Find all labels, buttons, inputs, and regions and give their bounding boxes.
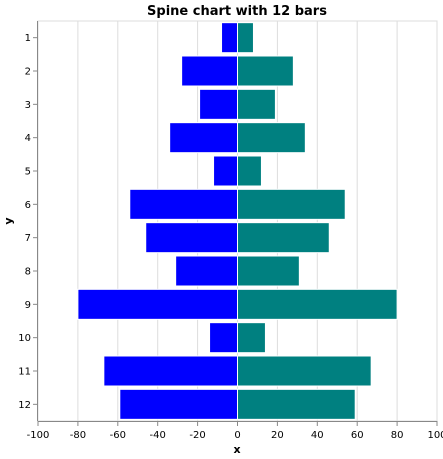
bar bbox=[237, 155, 262, 187]
x-tick-label: 100 bbox=[427, 430, 443, 441]
bar bbox=[237, 122, 306, 154]
x-tick-label: 0 bbox=[234, 430, 240, 441]
bar bbox=[237, 22, 254, 54]
bar bbox=[213, 155, 238, 187]
x-tick-label: 20 bbox=[271, 430, 284, 441]
y-tick-label: 12 bbox=[18, 400, 31, 411]
y-tick-label: 7 bbox=[25, 233, 31, 244]
y-tick-label: 9 bbox=[25, 300, 31, 311]
y-tick-label: 3 bbox=[25, 100, 31, 111]
x-tick-label: -100 bbox=[27, 430, 50, 441]
bar bbox=[237, 288, 398, 320]
bar bbox=[237, 88, 276, 120]
bar bbox=[129, 188, 239, 220]
x-tick-label: -60 bbox=[110, 430, 126, 441]
x-tick-label: -20 bbox=[189, 430, 205, 441]
x-tick-label: -40 bbox=[150, 430, 166, 441]
y-axis-title: y bbox=[2, 217, 15, 224]
y-tick-label: 4 bbox=[25, 133, 31, 144]
y-tick-label: 6 bbox=[25, 200, 31, 211]
bars bbox=[77, 22, 398, 420]
bar bbox=[169, 122, 238, 154]
x-axis: -100 -80 -60 -40 -20 0 20 40 60 80 100 bbox=[27, 421, 443, 441]
bar bbox=[237, 355, 372, 387]
x-axis-title: x bbox=[233, 443, 240, 456]
y-tick-label: 10 bbox=[18, 333, 31, 344]
x-tick-label: 40 bbox=[311, 430, 324, 441]
bar bbox=[237, 55, 294, 87]
y-tick-label: 8 bbox=[25, 267, 31, 278]
bar bbox=[209, 322, 239, 354]
x-tick-label: 60 bbox=[351, 430, 364, 441]
y-tick-label: 1 bbox=[25, 33, 31, 44]
y-tick-label: 5 bbox=[25, 167, 31, 178]
bar bbox=[77, 288, 239, 320]
bar bbox=[221, 22, 238, 54]
y-tick-label: 2 bbox=[25, 67, 31, 78]
bar bbox=[119, 388, 238, 420]
bar bbox=[103, 355, 238, 387]
chart-title: Spine chart with 12 bars bbox=[147, 4, 327, 19]
bar bbox=[237, 255, 300, 287]
bar bbox=[199, 88, 238, 120]
bar bbox=[237, 322, 266, 354]
bar bbox=[175, 255, 238, 287]
bar bbox=[237, 188, 346, 220]
bar bbox=[145, 222, 238, 254]
bar bbox=[237, 388, 356, 420]
x-tick-label: -80 bbox=[70, 430, 86, 441]
bar bbox=[237, 222, 330, 254]
x-tick-label: 80 bbox=[391, 430, 404, 441]
bar bbox=[181, 55, 238, 87]
y-tick-label: 11 bbox=[18, 367, 31, 378]
